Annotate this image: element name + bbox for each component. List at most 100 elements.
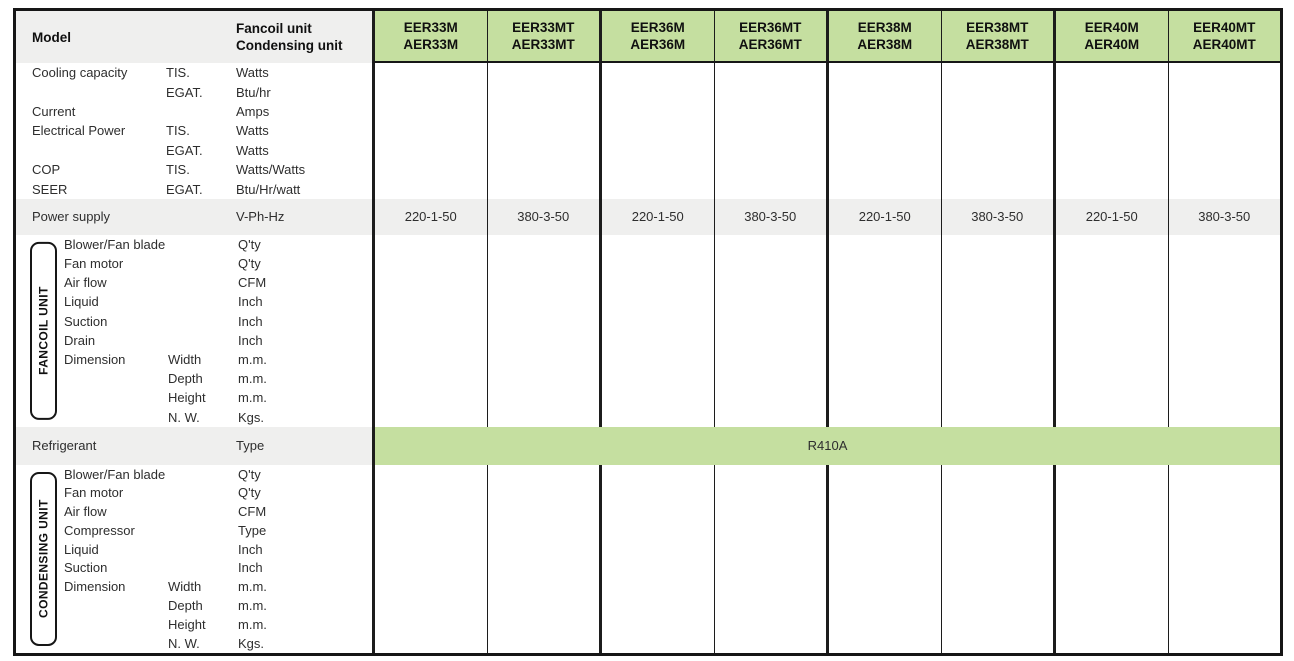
condensing-rows: Blower/Fan blade Q'ty (16, 464, 1281, 653)
spec-value-cell (372, 292, 487, 312)
spec-value-cell (486, 369, 600, 389)
spec-value-cell (372, 101, 487, 122)
table-row: Air flow CFM (16, 502, 1280, 521)
spec-qualifier: Depth (168, 371, 203, 387)
spec-value-cell (1053, 330, 1168, 350)
spec-value-cell (826, 539, 941, 559)
spec-value-cell (1167, 330, 1281, 350)
spec-value-cell (1167, 101, 1281, 122)
spec-value-cell (486, 349, 600, 370)
spec-value-cell (486, 63, 600, 83)
table-row: Blower/Fan blade Q'ty (16, 464, 1280, 484)
condensing-model-name: AER40M (1084, 37, 1140, 52)
table-row: Liquid Inch (16, 539, 1280, 559)
table-row: SEER EGAT. Btu/Hr/watt (16, 179, 1280, 199)
spec-value-cell (1167, 253, 1281, 274)
spec-value-cell (826, 558, 941, 578)
row-label: N. W. Kgs. (16, 634, 372, 653)
spec-value-cell (1053, 369, 1168, 389)
spec-unit: Inch (238, 560, 263, 576)
spec-value-cell (826, 121, 941, 141)
spec-value-cell (486, 483, 600, 503)
fancoil-model-name: EER33M (403, 20, 458, 35)
spec-value-cell (372, 330, 487, 350)
spec-value-cell (940, 464, 1054, 484)
row-label: Suction Inch (16, 311, 372, 330)
spec-value-cell (486, 159, 600, 180)
model-header-cell: EER33MT AER33MT (486, 11, 599, 63)
table-row: Depth m.m. (16, 596, 1280, 615)
spec-value-cell (1053, 140, 1168, 160)
spec-value-cell (599, 577, 714, 597)
spec-value-cell (940, 388, 1054, 408)
spec-value-cell (713, 292, 827, 312)
spec-value-cell (1053, 82, 1168, 102)
spec-value-cell (599, 633, 714, 653)
spec-value-cell (599, 101, 714, 122)
spec-name: Current (32, 103, 76, 119)
spec-unit: Inch (238, 541, 263, 557)
spec-value-cell (940, 121, 1054, 141)
spec-value-cell (372, 539, 487, 559)
spec-value-cell (826, 349, 941, 370)
spec-value-cell (713, 558, 827, 578)
spec-value-cell (372, 614, 487, 634)
spec-value-cell (372, 140, 487, 160)
fancoil-model-name: EER40MT (1193, 20, 1256, 35)
spec-value-cell (940, 253, 1054, 274)
spec-value-cell (486, 388, 600, 408)
spec-name: Air flow (64, 275, 107, 291)
row-label: SEER EGAT. Btu/Hr/watt (16, 179, 372, 198)
spec-unit: Watts (236, 65, 269, 81)
spec-value-cell (940, 63, 1054, 83)
spec-value-cell (826, 521, 941, 540)
table-row: Air flow CFM (16, 273, 1281, 293)
spec-value-cell (599, 464, 714, 484)
spec-value-cell (486, 521, 600, 540)
spec-qualifier: EGAT. (166, 142, 203, 158)
spec-value-cell (826, 464, 941, 484)
spec-value-cell (486, 407, 600, 427)
spec-value-cell (1167, 614, 1281, 634)
spec-value-cell (826, 273, 941, 293)
spec-value-cell (372, 63, 487, 83)
spec-value-cell (1167, 407, 1281, 427)
spec-value-cell (372, 464, 487, 484)
spec-value-cell (713, 63, 827, 83)
spec-unit: CFM (238, 504, 267, 520)
spec-value-cell (1053, 234, 1168, 254)
spec-value-cell (940, 407, 1054, 427)
spec-name: Fan motor (64, 256, 124, 272)
spec-value-cell (1167, 273, 1281, 293)
spec-value-cell (599, 121, 714, 141)
spec-unit: Q'ty (238, 485, 261, 501)
spec-value-cell (486, 502, 600, 521)
spec-value-cell: 380-3-50 (486, 198, 600, 235)
spec-unit: m.m. (238, 390, 267, 406)
spec-value-cell (826, 483, 941, 503)
spec-value-cell (1053, 311, 1168, 331)
spec-value-cell (1053, 521, 1168, 540)
header-row: Model Fancoil unit Condensing unit EER33… (16, 11, 1280, 63)
spec-name: Power supply (32, 209, 111, 225)
spec-name: Air flow (64, 504, 107, 520)
performance-rows: Cooling capacity TIS. Watts (16, 63, 1280, 199)
spec-value-cell (940, 140, 1054, 160)
spec-value-cell (713, 121, 827, 141)
spec-value-cell (713, 539, 827, 559)
row-label: Compressor Type (16, 521, 372, 540)
spec-unit: Inch (238, 332, 263, 348)
spec-value-cell (826, 633, 941, 653)
spec-value-cell (1053, 179, 1168, 199)
table-row: Electrical Power TIS. Watts (16, 121, 1280, 141)
spec-value-cell (826, 140, 941, 160)
header-label-cell: Model Fancoil unit Condensing unit (16, 11, 372, 63)
spec-value-cell (486, 596, 600, 615)
spec-value-cell (599, 140, 714, 160)
spec-unit: Q'ty (238, 466, 261, 482)
table-row: Fan motor Q'ty (16, 253, 1281, 274)
spec-value-cell (372, 253, 487, 274)
table-row: N. W. Kgs. (16, 633, 1280, 653)
spec-value-cell (826, 614, 941, 634)
spec-value-cell (1053, 253, 1168, 274)
